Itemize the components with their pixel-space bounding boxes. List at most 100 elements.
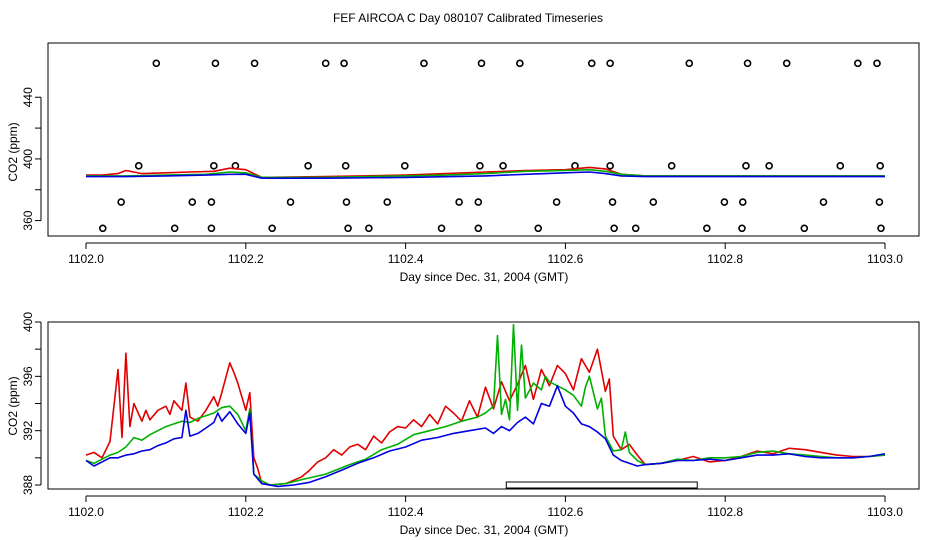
x-tick-label: 1102.0 [68, 505, 104, 519]
marker-point [610, 224, 618, 233]
marker-point [437, 224, 446, 233]
series-lines [86, 166, 885, 179]
x-tick-label: 1102.2 [228, 252, 264, 266]
marker-point [703, 224, 711, 233]
x-tick-label: 1102.6 [547, 505, 583, 519]
marker-point [587, 59, 596, 68]
marker-point [304, 162, 312, 170]
marker-point [606, 162, 614, 170]
x-tick-label: 1102.8 [707, 252, 743, 266]
y-axis: 360 400 440 [21, 87, 42, 231]
y-axis-label: CO2 (ppm) [6, 376, 20, 435]
x-axis: 1102.0 1102.2 1102.4 1102.6 1102.8 1103.0 [68, 495, 903, 519]
y-tick-label: 440 [21, 87, 35, 107]
marker-point [552, 198, 561, 206]
x-axis-label: Day since Dec. 31, 2004 (GMT) [400, 523, 569, 537]
y-axis-label: CO2 (ppm) [6, 122, 20, 181]
y-tick-label: 396 [21, 366, 35, 386]
marker-point [152, 59, 161, 68]
figure-title: FEF AIRCOA C Day 080107 Calibrated Times… [333, 11, 603, 25]
marker-point [477, 59, 486, 68]
marker-point [875, 198, 884, 206]
x-tick-label: 1102.6 [547, 252, 583, 266]
series-blue-line [86, 171, 885, 179]
y-tick-label: 392 [21, 420, 35, 440]
marker-point [250, 59, 259, 68]
x-tick-label: 1103.0 [867, 505, 903, 519]
marker-point [340, 59, 348, 68]
range-bar-layer [505, 481, 698, 489]
marker-point [455, 198, 463, 206]
marker-point [188, 198, 197, 206]
marker-point [800, 224, 809, 233]
marker-point [98, 224, 107, 233]
marker-point [383, 198, 392, 206]
series-blue-line [85, 384, 886, 488]
x-tick-label: 1102.8 [707, 505, 743, 519]
marker-point [474, 224, 483, 233]
y-tick-label: 360 [21, 210, 35, 230]
marker-point [649, 198, 658, 206]
panel-bottom: 1102.0 1102.2 1102.4 1102.6 1102.8 1103.0 388… [6, 312, 920, 537]
marker-point [743, 59, 752, 68]
time-range-bar [505, 481, 698, 489]
x-axis: 1102.0 1102.2 1102.4 1102.6 1102.8 1103.0 [68, 242, 903, 266]
marker-point [819, 198, 828, 206]
plot-frame [47, 321, 920, 490]
marker-point [608, 198, 617, 206]
marker-point [738, 224, 746, 233]
marker-point [286, 198, 295, 206]
series-green-line [86, 168, 885, 179]
plot-frame [47, 42, 920, 237]
marker-point [854, 59, 862, 68]
marker-point [765, 162, 773, 170]
marker-point [268, 224, 276, 233]
marker-point [207, 198, 216, 206]
marker-point [742, 162, 750, 170]
panel-top: 1102.0 1102.2 1102.4 1102.6 1102.8 1103.0 360… [6, 42, 920, 284]
marker-point [476, 162, 484, 170]
y-tick-label: 400 [21, 149, 35, 169]
marker-point [341, 162, 350, 170]
marker-point [499, 162, 507, 170]
marker-point [782, 59, 791, 68]
marker-point [873, 59, 881, 68]
markers [98, 59, 885, 233]
marker-point [836, 162, 845, 170]
marker-point [516, 59, 524, 68]
y-tick-label: 400 [21, 312, 35, 332]
x-tick-label: 1102.4 [388, 505, 424, 519]
y-axis: 388 392 396 400 [21, 312, 42, 495]
marker-point [211, 59, 220, 68]
x-tick-label: 1102.2 [228, 505, 264, 519]
marker-point [134, 162, 143, 170]
marker-point [170, 224, 179, 233]
y-tick-label: 388 [21, 475, 35, 495]
x-axis-label: Day since Dec. 31, 2004 (GMT) [400, 270, 569, 284]
marker-point [876, 162, 885, 170]
marker-point [685, 59, 694, 68]
marker-point [365, 224, 373, 233]
series-green-line [85, 323, 886, 486]
marker-point [344, 224, 352, 233]
marker-point [877, 224, 885, 233]
x-tick-label: 1102.4 [388, 252, 424, 266]
series-red-line [85, 348, 886, 486]
marker-point [321, 59, 330, 68]
marker-point [117, 198, 125, 206]
marker-point [210, 162, 218, 170]
marker-point [474, 198, 483, 206]
marker-point [420, 59, 428, 68]
marker-point [342, 198, 351, 206]
x-tick-label: 1102.0 [68, 252, 104, 266]
series-lines [85, 323, 886, 488]
marker-point [606, 59, 614, 68]
marker-point [738, 198, 747, 206]
x-tick-label: 1103.0 [867, 252, 903, 266]
marker-point [631, 224, 640, 233]
marker-point [534, 224, 543, 233]
marker-point [401, 162, 409, 170]
marker-point [720, 198, 729, 206]
marker-point [207, 224, 216, 233]
